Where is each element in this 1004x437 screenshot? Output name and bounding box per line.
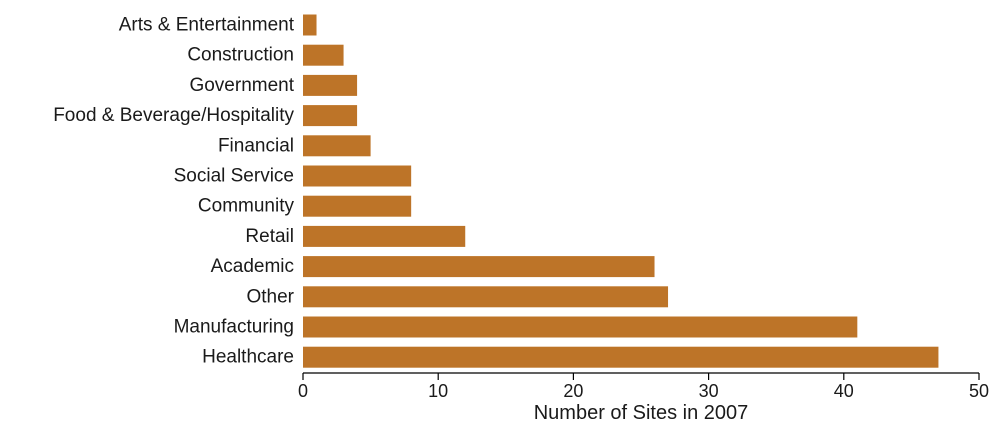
category-label: Arts & Entertainment <box>119 15 295 36</box>
bar <box>303 165 412 187</box>
bar <box>303 346 939 368</box>
bar <box>303 195 412 217</box>
category-label: Other <box>246 286 294 307</box>
bar <box>303 14 317 36</box>
bar <box>303 135 371 157</box>
category-label: Academic <box>211 256 294 277</box>
category-label: Social Service <box>174 166 294 187</box>
category-label: Construction <box>187 45 294 66</box>
bar <box>303 316 858 338</box>
category-label: Financial <box>218 135 294 156</box>
category-label: Food & Beverage/Hospitality <box>53 105 294 126</box>
x-tick-label: 40 <box>834 381 854 401</box>
bars-group <box>303 14 939 368</box>
category-labels-group: Arts & Entertainment Construction Governme… <box>53 15 295 368</box>
category-label: Community <box>198 196 295 217</box>
bar <box>303 286 669 308</box>
category-label: Manufacturing <box>174 317 294 338</box>
bar <box>303 256 655 278</box>
x-axis-title: Number of Sites in 2007 <box>534 402 749 424</box>
category-label: Healthcare <box>202 347 294 368</box>
category-label: Government <box>189 75 294 96</box>
bar <box>303 105 358 127</box>
bar <box>303 74 358 96</box>
bar <box>303 225 466 247</box>
x-tick-label: 10 <box>428 381 448 401</box>
bar <box>303 44 344 66</box>
category-label: Retail <box>245 226 294 247</box>
x-ticks-group: 0 10 20 30 40 50 <box>298 373 989 401</box>
x-tick-label: 20 <box>563 381 583 401</box>
x-tick-label: 50 <box>969 381 989 401</box>
x-tick-label: 30 <box>699 381 719 401</box>
x-tick-label: 0 <box>298 381 308 401</box>
